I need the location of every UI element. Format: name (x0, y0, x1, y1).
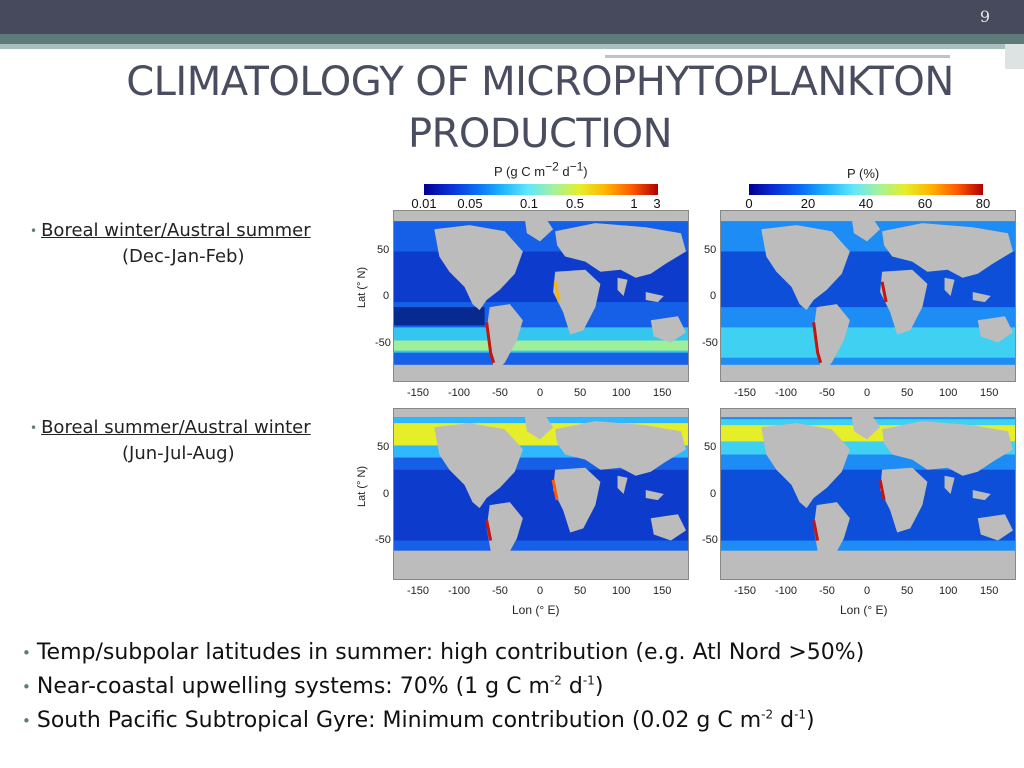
lon-tick: 150 (653, 387, 672, 399)
lon-tick: -50 (819, 585, 835, 597)
lat-label-bottom: Lat (° N) (356, 465, 368, 507)
season-link[interactable]: Boreal winter/Austral summer (41, 220, 311, 241)
lat-tick: -50 (702, 534, 718, 546)
colorbar-right-tick: 40 (858, 196, 874, 211)
lon-tick: 50 (574, 585, 587, 597)
lon-tick: -100 (448, 387, 471, 399)
season-months: (Jun-Jul-Aug) (122, 443, 235, 464)
lat-tick: 50 (704, 244, 717, 256)
lon-tick: 0 (537, 387, 544, 399)
colorbar-right-tick: 0 (745, 196, 753, 211)
lon-tick: 0 (537, 585, 544, 597)
lon-tick: 0 (864, 585, 871, 597)
lon-tick: 50 (901, 387, 914, 399)
colorbar-left-gradient (424, 184, 658, 195)
map-summer-percent (720, 408, 1016, 580)
lon-tick: 150 (980, 387, 999, 399)
lat-tick: 0 (710, 488, 717, 500)
lon-tick: 100 (612, 387, 631, 399)
header-stripe-light (0, 44, 1024, 49)
lon-tick: -150 (407, 387, 430, 399)
lon-tick: -50 (492, 387, 508, 399)
title-line-2: PRODUCTION (407, 111, 673, 157)
lat-tick: 50 (377, 441, 390, 453)
season-link[interactable]: Boreal summer/Austral winter (41, 417, 311, 438)
slide-number: 9 (979, 7, 990, 26)
lat-tick: -50 (375, 337, 391, 349)
season-label-summer: • Boreal summer/Austral winter (Jun-Jul-A… (30, 415, 360, 467)
lat-tick: 0 (383, 488, 390, 500)
colorbar-left-tick: 1 (630, 196, 638, 211)
colorbar-left-title: P (g C m−2 d−1) (494, 159, 588, 179)
colorbar-right-tick: 80 (975, 196, 991, 211)
colorbar-left-tick: 3 (653, 196, 661, 211)
decorative-block (1005, 44, 1024, 69)
colorbar-right-title: P (%) (847, 166, 880, 181)
header-bar (0, 0, 1024, 34)
lon-tick: -150 (734, 585, 757, 597)
bullet-icon: • (30, 421, 38, 435)
lon-tick: 150 (980, 585, 999, 597)
colorbar-right-tick: 20 (800, 196, 816, 211)
season-label-winter: • Boreal winter/Austral summer (Dec-Jan-F… (30, 218, 360, 270)
lon-tick: -150 (407, 585, 430, 597)
lon-tick: 100 (939, 387, 958, 399)
colorbar-left-tick: 0.01 (411, 196, 437, 211)
lat-tick: 0 (710, 290, 717, 302)
decorative-line (605, 55, 950, 58)
lat-tick: -50 (702, 337, 718, 349)
lon-tick: 100 (612, 585, 631, 597)
lon-label-left: Lon (° E) (512, 603, 560, 617)
lon-tick: -100 (775, 387, 798, 399)
colorbar-left-tick: 0.05 (457, 196, 483, 211)
header-stripe (0, 34, 1024, 44)
lat-tick: 50 (377, 244, 390, 256)
lon-tick: -100 (775, 585, 798, 597)
lon-tick: 50 (901, 585, 914, 597)
bullet-icon: • (30, 224, 38, 238)
bullet-item: • South Pacific Subtropical Gyre: Minimum… (22, 707, 815, 733)
lon-tick: -50 (819, 387, 835, 399)
colorbar-right-gradient (749, 184, 983, 195)
bullet-item: • Near-coastal upwelling systems: 70% (1 … (22, 673, 604, 699)
bullet-icon: • (22, 712, 31, 730)
lat-label-top: Lat (° N) (356, 266, 368, 308)
lon-tick: 50 (574, 387, 587, 399)
lat-tick: 0 (383, 290, 390, 302)
slide-title: CLIMATOLOGY OF MICROPHYTOPLANKTON PRODUC… (60, 56, 1020, 160)
lon-tick: 150 (653, 585, 672, 597)
map-winter-production (393, 210, 689, 382)
lon-tick: -50 (492, 585, 508, 597)
lon-tick: -150 (734, 387, 757, 399)
lon-tick: 0 (864, 387, 871, 399)
map-summer-production (393, 408, 689, 580)
summary-bullets: • Temp/subpolar latitudes in summer: high… (22, 636, 1022, 738)
season-months: (Dec-Jan-Feb) (122, 246, 245, 267)
lat-tick: -50 (375, 534, 391, 546)
lon-tick: 100 (939, 585, 958, 597)
lat-tick: 50 (704, 441, 717, 453)
bullet-item: • Temp/subpolar latitudes in summer: high… (22, 640, 865, 665)
colorbar-left-tick: 0.5 (565, 196, 585, 211)
map-winter-percent (720, 210, 1016, 382)
colorbar-left-tick: 0.1 (519, 196, 539, 211)
bullet-icon: • (22, 678, 31, 696)
bullet-icon: • (22, 644, 31, 662)
lon-label-right: Lon (° E) (840, 603, 888, 617)
lon-tick: -100 (448, 585, 471, 597)
colorbar-right-tick: 60 (917, 196, 933, 211)
title-line-1: CLIMATOLOGY OF MICROPHYTOPLANKTON (126, 59, 954, 105)
